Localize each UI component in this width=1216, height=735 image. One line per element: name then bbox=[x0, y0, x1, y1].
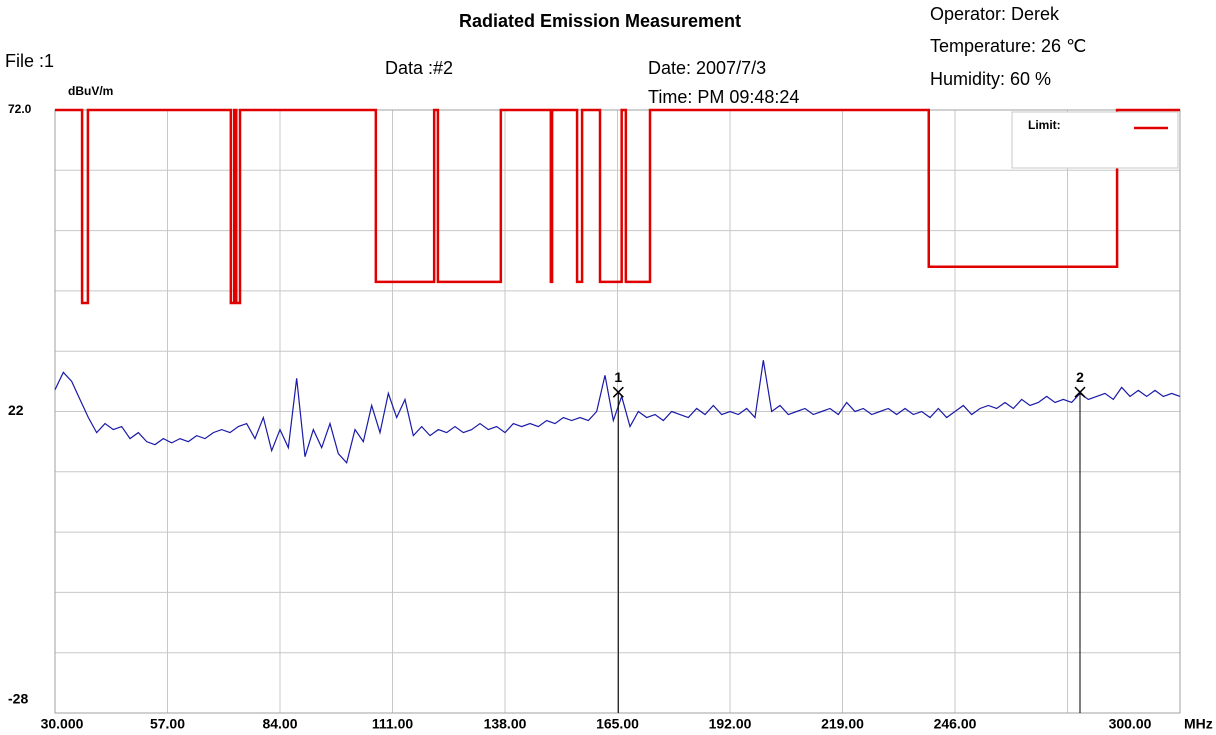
y-tick-label: 22 bbox=[8, 402, 24, 418]
legend-label: Limit: bbox=[1028, 118, 1061, 132]
x-tick-label: 30.000 bbox=[41, 716, 84, 732]
x-axis-label: MHz bbox=[1184, 716, 1213, 732]
x-tick-label: 300.00 bbox=[1109, 716, 1152, 732]
x-tick-label: 219.00 bbox=[821, 716, 864, 732]
humidity-label: Humidity: 60 % bbox=[930, 69, 1051, 89]
y-tick-label: 72.0 bbox=[8, 102, 32, 116]
x-tick-label: 57.00 bbox=[150, 716, 185, 732]
y-axis-label: dBuV/m bbox=[68, 84, 113, 98]
plot-frame bbox=[54, 109, 1181, 714]
marker-label: 2 bbox=[1076, 369, 1084, 385]
y-tick-label: -28 bbox=[8, 691, 28, 707]
marker-label: 1 bbox=[614, 369, 622, 385]
chart-title: Radiated Emission Measurement bbox=[459, 11, 741, 31]
series-line bbox=[55, 108, 1180, 305]
operator-label: Operator: Derek bbox=[930, 4, 1060, 24]
marker-cross bbox=[1074, 386, 1086, 398]
time-label: Time: PM 09:48:24 bbox=[648, 87, 799, 107]
file-label: File :1 bbox=[5, 51, 54, 71]
x-tick-label: 111.00 bbox=[372, 716, 413, 732]
series-line bbox=[54, 360, 1181, 464]
date-label: Date: 2007/7/3 bbox=[648, 58, 766, 78]
x-tick-label: 84.00 bbox=[262, 716, 297, 732]
x-tick-label: 165.00 bbox=[596, 716, 639, 732]
data-label: Data :#2 bbox=[385, 58, 453, 78]
x-tick-label: 192.00 bbox=[709, 716, 752, 732]
temperature-label: Temperature: 26 ℃ bbox=[930, 36, 1086, 56]
legend-box bbox=[1011, 111, 1179, 169]
marker-cross bbox=[612, 386, 624, 398]
x-tick-label: 246.00 bbox=[934, 716, 977, 732]
x-tick-label: 138.00 bbox=[484, 716, 527, 732]
